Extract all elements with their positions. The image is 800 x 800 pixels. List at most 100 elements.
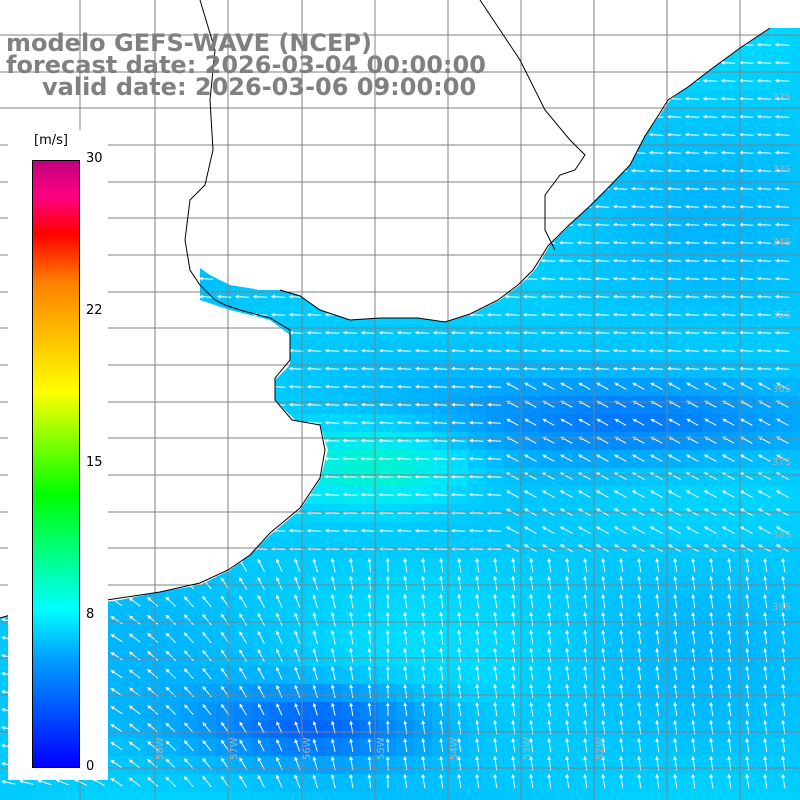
colorbar-tick: 8 — [86, 607, 95, 622]
wind-cell — [630, 774, 649, 793]
wind-cell — [378, 792, 397, 800]
wind-cell — [576, 684, 595, 703]
wind-cell — [720, 162, 739, 181]
colorbar-unit-label: [m/s] — [34, 133, 68, 148]
wind-arrow — [378, 402, 394, 407]
wind-cell — [576, 234, 595, 253]
wind-cell — [414, 558, 433, 577]
wind-arrow — [378, 348, 394, 353]
wind-arrow — [414, 456, 430, 461]
wind-arrow — [378, 420, 394, 425]
wind-cell — [630, 720, 649, 739]
wind-arrow — [541, 508, 555, 516]
wind-arrow — [276, 594, 283, 609]
wind-arrow — [349, 611, 354, 627]
wind-arrow — [776, 400, 789, 408]
wind-cell — [792, 630, 800, 649]
wind-cell — [774, 738, 793, 757]
wind-cell — [738, 234, 757, 253]
wind-cell — [342, 774, 361, 793]
wind-arrow — [738, 222, 754, 227]
wind-cell — [774, 684, 793, 703]
wind-cell — [666, 378, 685, 397]
wind-cell — [414, 666, 433, 685]
wind-cell — [540, 558, 559, 577]
wind-cell — [504, 720, 523, 739]
wind-cell — [612, 702, 631, 721]
wind-cell — [288, 540, 307, 559]
wind-arrow — [703, 544, 717, 552]
wind-cell — [756, 774, 775, 793]
wind-arrow — [522, 366, 538, 371]
wind-cell — [720, 504, 739, 523]
wind-cell — [144, 792, 163, 800]
wind-cell — [702, 720, 721, 739]
wind-arrow — [668, 418, 681, 426]
wind-cell — [450, 720, 469, 739]
wind-cell — [234, 756, 253, 775]
wind-cell — [648, 324, 667, 343]
wind-cell — [378, 630, 397, 649]
wind-cell — [738, 90, 757, 109]
wind-cell — [630, 288, 649, 307]
wind-cell — [630, 252, 649, 271]
wind-cell — [522, 684, 541, 703]
wind-arrow — [612, 222, 628, 227]
wind-cell — [774, 756, 793, 775]
wind-cell — [738, 450, 757, 469]
wind-cell — [702, 540, 721, 559]
wind-arrow — [457, 629, 462, 645]
wind-cell — [558, 540, 577, 559]
wind-arrow — [239, 613, 248, 626]
wind-arrow — [432, 420, 448, 425]
wind-arrow — [612, 276, 628, 281]
wind-arrow — [439, 593, 444, 609]
wind-cell — [720, 450, 739, 469]
wind-arrow — [757, 526, 771, 534]
wind-arrow — [691, 611, 696, 627]
wind-cell — [378, 702, 397, 721]
wind-cell — [702, 738, 721, 757]
wind-arrow — [270, 528, 286, 533]
wind-cell — [360, 684, 379, 703]
wind-cell — [558, 432, 577, 451]
wind-cell — [504, 360, 523, 379]
wind-arrow — [738, 294, 754, 299]
wind-arrow — [560, 400, 573, 408]
wind-arrow — [511, 557, 516, 573]
wind-cell — [180, 720, 199, 739]
wind-cell — [558, 414, 577, 433]
wind-cell — [666, 126, 685, 145]
wind-arrow — [702, 276, 718, 281]
wind-arrow — [684, 258, 700, 263]
wind-arrow — [505, 490, 519, 498]
wind-arrow — [505, 526, 519, 534]
wind-cell — [630, 306, 649, 325]
wind-arrow — [547, 647, 552, 663]
wind-cell — [324, 360, 343, 379]
lat-label: 35S — [772, 310, 791, 321]
wind-cell — [576, 558, 595, 577]
wind-cell — [270, 738, 289, 757]
wind-cell — [126, 720, 145, 739]
wind-cell — [792, 28, 800, 37]
wind-arrow — [183, 596, 194, 608]
wind-cell — [648, 450, 667, 469]
wind-cell — [576, 774, 595, 793]
wind-cell — [774, 324, 793, 343]
wind-arrow — [147, 651, 159, 661]
wind-cell — [450, 378, 469, 397]
wind-arrow — [306, 384, 322, 389]
wind-cell — [720, 360, 739, 379]
wind-cell — [702, 288, 721, 307]
wind-cell — [324, 468, 343, 487]
wind-arrow — [709, 629, 714, 645]
wind-arrow — [702, 348, 718, 353]
wind-cell — [216, 594, 235, 613]
wind-arrow — [403, 557, 408, 573]
wind-arrow — [306, 348, 322, 353]
wind-arrow — [720, 168, 736, 173]
wind-cell — [630, 360, 649, 379]
wind-cell — [702, 594, 721, 613]
wind-cell — [684, 342, 703, 361]
